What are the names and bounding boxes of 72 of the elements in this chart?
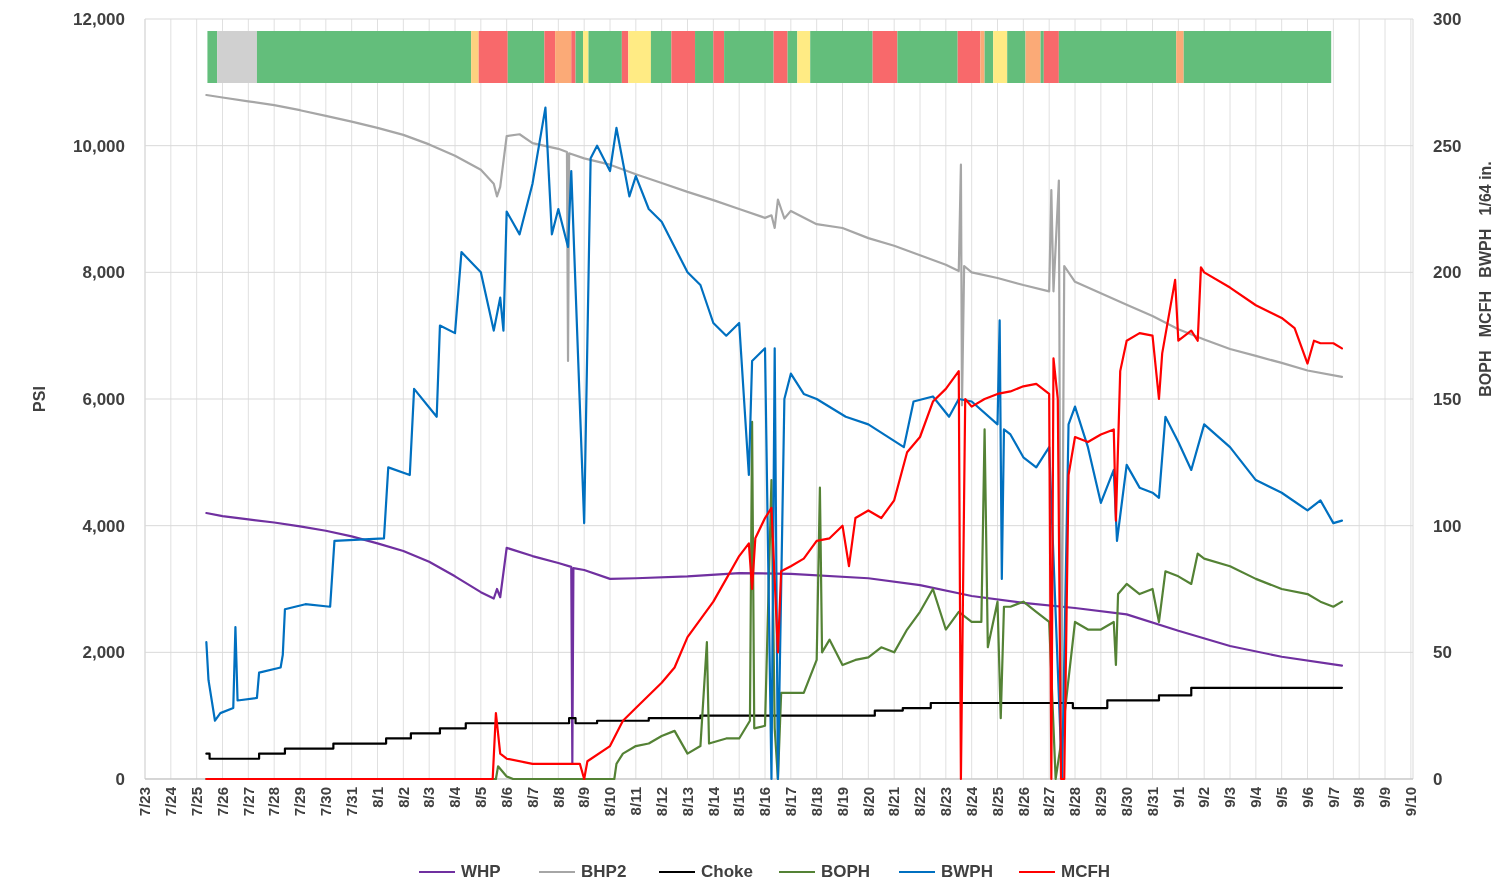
x-tick-label: 7/27 xyxy=(239,787,257,817)
x-tick-label: 8/11 xyxy=(627,787,645,816)
y-tick-label: 12,000 xyxy=(73,9,125,29)
x-tick-label: 8/20 xyxy=(859,787,877,817)
x-tick-label: 8/2 xyxy=(394,787,412,808)
x-tick-label: 8/23 xyxy=(937,787,955,817)
x-tick-label: 8/28 xyxy=(1066,787,1084,817)
x-tick-label: 8/12 xyxy=(652,787,670,817)
y2-tick-label: 0 xyxy=(1433,769,1443,789)
x-tick-label: 9/1 xyxy=(1169,787,1187,808)
y2-tick-label: 200 xyxy=(1433,263,1462,283)
y-tick-label: 4,000 xyxy=(82,516,125,536)
x-tick-label: 8/26 xyxy=(1014,787,1032,817)
y-tick-label: 2,000 xyxy=(82,643,125,663)
x-tick-label: 8/27 xyxy=(1040,787,1058,817)
legend-label: Choke xyxy=(701,862,753,881)
x-tick-label: 8/10 xyxy=(601,787,619,817)
x-tick-label: 9/6 xyxy=(1298,787,1316,808)
x-tick-label: 7/24 xyxy=(162,786,180,817)
x-tick-label: 9/10 xyxy=(1402,787,1420,817)
x-tick-label: 7/30 xyxy=(317,787,335,817)
x-tick-label: 9/2 xyxy=(1195,787,1213,808)
legend-label: BOPH xyxy=(821,862,871,881)
y-tick-label: 8,000 xyxy=(82,263,125,283)
x-tick-label: 8/15 xyxy=(730,787,748,817)
x-tick-label: 7/31 xyxy=(342,787,360,817)
y2-axis-title: BOPH MCFH BWPH 1/64 in. xyxy=(1477,161,1494,397)
y2-tick-label: 100 xyxy=(1433,516,1462,536)
x-tick-label: 8/31 xyxy=(1143,787,1161,817)
x-tick-label: 8/24 xyxy=(962,786,980,817)
y-axis-title: PSI xyxy=(31,386,48,412)
x-tick-label: 8/25 xyxy=(988,787,1006,817)
x-tick-label: 8/30 xyxy=(1117,787,1135,817)
x-tick-label: 8/1 xyxy=(368,787,386,808)
x-tick-label: 8/8 xyxy=(549,787,567,808)
y2-tick-label: 50 xyxy=(1433,643,1452,663)
x-tick-label: 8/3 xyxy=(420,787,438,808)
x-tick-label: 9/3 xyxy=(1221,787,1239,808)
y2-tick-label: 250 xyxy=(1433,136,1462,156)
x-tick-label: 9/4 xyxy=(1247,786,1265,808)
x-tick-label: 7/28 xyxy=(265,787,283,817)
x-tick-label: 8/18 xyxy=(807,787,825,817)
y2-tick-label: 150 xyxy=(1433,389,1462,409)
y-tick-label: 0 xyxy=(115,769,125,789)
x-tick-label: 8/9 xyxy=(575,787,593,808)
y2-tick-label: 300 xyxy=(1433,9,1462,29)
x-tick-label: 8/17 xyxy=(782,787,800,817)
x-tick-label: 8/7 xyxy=(523,787,541,808)
x-tick-label: 8/21 xyxy=(885,787,903,817)
x-tick-label: 9/5 xyxy=(1272,787,1290,808)
x-tick-label: 8/14 xyxy=(704,786,722,817)
x-tick-label: 8/19 xyxy=(833,787,851,817)
x-tick-label: 7/26 xyxy=(213,787,231,817)
x-tick-label: 8/13 xyxy=(678,787,696,817)
y-tick-label: 6,000 xyxy=(82,389,125,409)
x-tick-label: 7/23 xyxy=(136,787,154,817)
x-tick-label: 9/8 xyxy=(1350,787,1368,808)
x-tick-label: 8/22 xyxy=(911,787,929,817)
y-tick-label: 10,000 xyxy=(73,136,125,156)
x-tick-label: 8/6 xyxy=(497,787,515,808)
x-tick-label: 8/4 xyxy=(446,786,464,808)
legend-label: BHP2 xyxy=(581,862,627,881)
legend-label: BWPH xyxy=(941,862,993,881)
legend-label: MCFH xyxy=(1061,862,1111,881)
x-tick-label: 9/9 xyxy=(1376,787,1394,808)
x-tick-label: 8/29 xyxy=(1092,787,1110,817)
x-tick-label: 9/7 xyxy=(1324,787,1342,808)
x-tick-label: 8/5 xyxy=(472,787,490,808)
x-tick-label: 8/16 xyxy=(756,787,774,817)
x-tick-label: 7/29 xyxy=(291,787,309,817)
legend-label: WHP xyxy=(461,862,501,881)
x-tick-label: 7/25 xyxy=(187,787,205,817)
